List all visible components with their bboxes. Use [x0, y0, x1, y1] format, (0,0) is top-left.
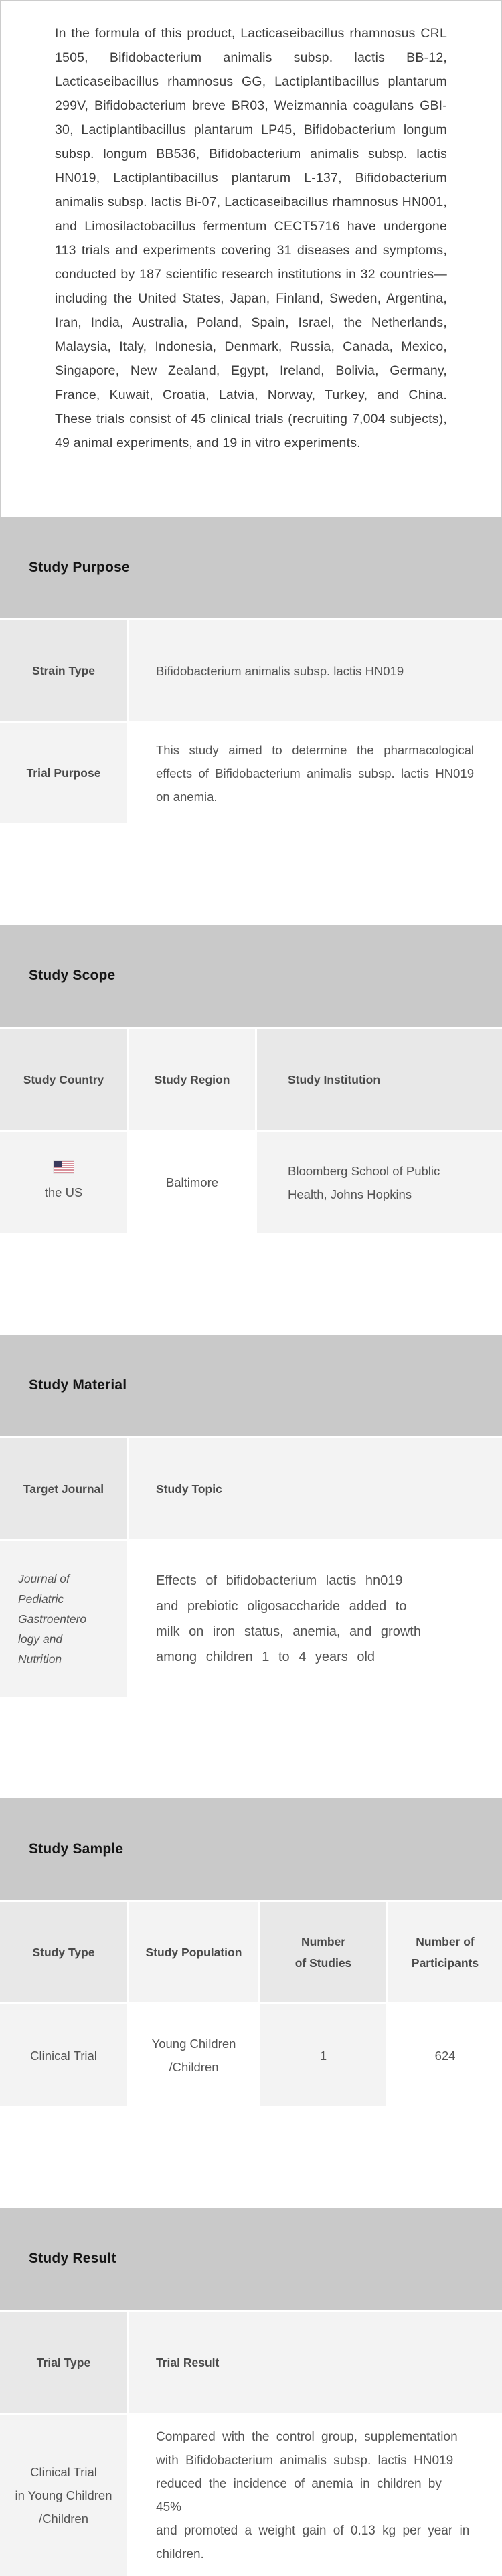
- col-header-trial-result: Trial Result: [129, 2312, 502, 2413]
- col-header-number-of-participants: Number of Participants: [388, 1902, 502, 2002]
- col-header-study-institution: Study Institution: [257, 1029, 502, 1130]
- section-title-study-result: Study Result: [29, 2251, 116, 2266]
- col-header-trial-type: Trial Type: [0, 2312, 127, 2413]
- section-title-study-material: Study Material: [29, 1377, 127, 1393]
- section-study-purpose: Study Purpose Strain Type Bifidobacteriu…: [0, 517, 502, 823]
- section-title-study-scope: Study Scope: [29, 968, 116, 983]
- strain-type-label: Strain Type: [0, 620, 127, 721]
- number-of-participants-value: 624: [388, 2004, 502, 2106]
- col-header-study-country: Study Country: [0, 1029, 127, 1130]
- col-header-study-population: Study Population: [129, 1902, 258, 2002]
- study-result-table: Trial Type Trial Result Clinical Trial i…: [0, 2312, 502, 2576]
- number-of-studies-value: 1: [260, 2004, 386, 2106]
- study-institution-value: Bloomberg School of Public Health, Johns…: [257, 1132, 502, 1233]
- study-country-cell: the US: [0, 1132, 127, 1233]
- col-header-study-region: Study Region: [129, 1029, 255, 1130]
- study-scope-band: Study Scope: [0, 925, 502, 1027]
- study-region-value: Baltimore: [129, 1132, 255, 1233]
- strain-type-value: Bifidobacterium animalis subsp. lactis H…: [129, 620, 502, 721]
- target-journal-value: Journal of Pediatric Gastroentero logy a…: [0, 1541, 127, 1697]
- study-material-table: Target Journal Study Topic Journal of Pe…: [0, 1438, 502, 1697]
- study-material-band: Study Material: [0, 1335, 502, 1436]
- study-result-band: Study Result: [0, 2208, 502, 2310]
- trial-result-value: Compared with the control group, supplem…: [129, 2415, 502, 2576]
- us-flag-icon: [54, 1161, 74, 1173]
- col-header-target-journal: Target Journal: [0, 1438, 127, 1539]
- study-sample-table: Study Type Study Population Number of St…: [0, 1902, 502, 2106]
- col-header-study-topic: Study Topic: [129, 1438, 502, 1539]
- study-scope-table: Study Country Study Region Study Institu…: [0, 1029, 502, 1233]
- study-purpose-table: Strain Type Bifidobacterium animalis sub…: [0, 620, 502, 823]
- trial-purpose-label: Trial Purpose: [0, 723, 127, 823]
- section-study-material: Study Material Target Journal Study Topi…: [0, 1335, 502, 1697]
- study-purpose-band: Study Purpose: [0, 517, 502, 618]
- study-population-value: Young Children /Children: [129, 2004, 258, 2106]
- section-study-sample: Study Sample Study Type Study Population…: [0, 1798, 502, 2106]
- study-country-value: the US: [44, 1185, 83, 1199]
- trial-purpose-value: This study aimed to determine the pharma…: [129, 723, 502, 823]
- section-study-scope: Study Scope Study Country Study Region S…: [0, 925, 502, 1233]
- intro-card: In the formula of this product, Lacticas…: [0, 0, 502, 517]
- section-title-study-sample: Study Sample: [29, 1841, 124, 1857]
- section-study-result: Study Result Trial Type Trial Result Cli…: [0, 2208, 502, 2576]
- study-type-value: Clinical Trial: [0, 2004, 127, 2106]
- col-header-number-of-studies: Number of Studies: [260, 1902, 386, 2002]
- section-title-study-purpose: Study Purpose: [29, 560, 130, 575]
- study-topic-value: Effects of bifidobacterium lactis hn019 …: [129, 1541, 502, 1697]
- col-header-study-type: Study Type: [0, 1902, 127, 2002]
- study-sample-band: Study Sample: [0, 1798, 502, 1900]
- intro-paragraph: In the formula of this product, Lacticas…: [55, 26, 447, 450]
- trial-type-value: Clinical Trial in Young Children /Childr…: [0, 2415, 127, 2576]
